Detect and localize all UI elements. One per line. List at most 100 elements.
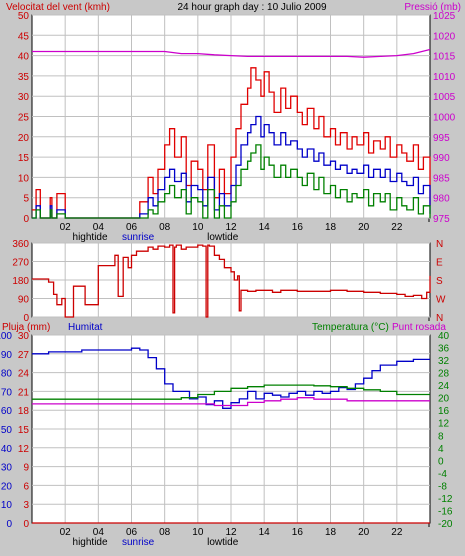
- wind-y-tick-label: 30: [18, 92, 30, 103]
- temperature-y-tick-label: 40: [438, 331, 450, 342]
- wind-x-tick-label: 20: [358, 222, 370, 233]
- temp-series-line-temperature: [32, 384, 430, 400]
- humidity-label: Humitat: [68, 322, 103, 333]
- axis-labels: 0510152025303540455097598098599099510001…: [0, 11, 456, 548]
- rain-label: Pluja (mm): [2, 322, 50, 333]
- temp-hum-x-tick-label: 12: [225, 527, 237, 538]
- pressure-y-tick-label: 985: [433, 173, 450, 184]
- wind-x-tick-label: 10: [192, 222, 204, 233]
- wind-series-line-wind_min: [32, 144, 431, 219]
- pressure-y-tick-label: 990: [433, 153, 450, 164]
- temp-hum-event-label: lowtide: [207, 537, 239, 548]
- rain-y-tick-label: 24: [18, 369, 30, 380]
- pressure-series-line: [32, 48, 431, 58]
- humidity-y-tick-label: 40: [1, 444, 13, 455]
- wind-series-line-wind_gust: [32, 67, 431, 219]
- temp-series-line-dewpoint: [32, 397, 430, 407]
- humidity-y-tick-label: 10: [1, 500, 13, 511]
- humidity-y-tick-label: 50: [1, 425, 13, 436]
- humidity-y-tick-label: 70: [1, 387, 13, 398]
- pressure-y-tick-label: 995: [433, 133, 450, 144]
- temperature-y-tick-label: 16: [438, 406, 450, 417]
- wind-speed-title: Velocitat del vent (kmh): [6, 2, 110, 13]
- rain-y-tick-label: 30: [18, 331, 30, 342]
- chart-marks: [32, 48, 431, 524]
- temperature-y-tick-label: -4: [438, 469, 447, 480]
- temp-hum-x-tick-label: 16: [292, 527, 304, 538]
- temp-hum-x-tick-label: 14: [259, 527, 271, 538]
- pressure-y-tick-label: 1010: [433, 72, 456, 83]
- compass-label: E: [436, 258, 443, 269]
- humidity-y-tick-label: 90: [1, 350, 13, 361]
- temperature-y-tick-label: -8: [438, 481, 447, 492]
- wind-y-tick-label: 45: [18, 31, 30, 42]
- pressure-title: Pressió (mb): [404, 2, 461, 13]
- humidity-series-line: [32, 347, 430, 409]
- graph-day-title: 24 hour graph day : 10 Julio 2009: [178, 2, 327, 13]
- humidity-y-tick-label: 0: [6, 519, 12, 530]
- rain-y-tick-label: 15: [18, 425, 30, 436]
- temp-hum-x-tick-label: 18: [325, 527, 337, 538]
- temperature-y-tick-label: -12: [438, 494, 453, 505]
- rain-y-tick-label: 27: [18, 350, 30, 361]
- temp-hum-x-tick-label: 10: [192, 527, 204, 538]
- direction-y-tick-label: 270: [12, 258, 29, 269]
- rain-y-tick-label: 0: [23, 519, 29, 530]
- pressure-y-tick-label: 1015: [433, 52, 456, 63]
- humidity-y-tick-label: 100: [0, 331, 12, 342]
- temperature-y-tick-label: 4: [438, 444, 444, 455]
- wind-y-tick-label: 10: [18, 173, 30, 184]
- direction-y-tick-label: 0: [23, 313, 29, 324]
- temperature-y-tick-label: 24: [438, 381, 450, 392]
- rain-y-tick-label: 21: [18, 387, 30, 398]
- compass-label: W: [436, 295, 446, 306]
- temp-hum-x-tick-label: 06: [126, 527, 138, 538]
- wind-x-tick-label: 16: [292, 222, 304, 233]
- temperature-y-tick-label: 20: [438, 394, 450, 405]
- temp-hum-x-tick-label: 08: [159, 527, 171, 538]
- wind-x-tick-label: 22: [391, 222, 403, 233]
- rain-y-tick-label: 3: [23, 500, 29, 511]
- pressure-y-tick-label: 975: [433, 214, 450, 225]
- rain-y-tick-label: 6: [23, 481, 29, 492]
- temperature-label: Temperatura (°C): [312, 322, 389, 333]
- temperature-y-tick-label: -20: [438, 519, 453, 530]
- compass-label: S: [436, 276, 443, 287]
- direction-y-tick-label: 90: [18, 295, 30, 306]
- temperature-y-tick-label: 28: [438, 369, 450, 380]
- wind-x-tick-label: 02: [60, 222, 72, 233]
- rain-y-tick-label: 18: [18, 406, 30, 417]
- rain-y-tick-label: 12: [18, 444, 30, 455]
- wind-y-tick-label: 20: [18, 133, 30, 144]
- wind-event-label: lowtide: [207, 232, 239, 243]
- wind-x-tick-label: 06: [126, 222, 138, 233]
- wind-y-tick-label: 15: [18, 153, 30, 164]
- humidity-y-tick-label: 30: [1, 463, 13, 474]
- temp-hum-x-tick-label: 04: [93, 527, 105, 538]
- humidity-y-tick-label: 20: [1, 481, 13, 492]
- wind-y-tick-label: 0: [23, 214, 29, 225]
- pressure-y-tick-label: 1005: [433, 92, 456, 103]
- rain-y-tick-label: 9: [23, 463, 29, 474]
- temp-hum-event-label: sunrise: [122, 537, 155, 548]
- wind-series-line-wind_avg: [32, 115, 431, 219]
- temperature-y-tick-label: -16: [438, 506, 453, 517]
- temp-hum-x-tick-label: 20: [358, 527, 370, 538]
- temp-hum-x-tick-label: 02: [60, 527, 72, 538]
- wind-y-tick-label: 5: [23, 194, 29, 205]
- temperature-y-tick-label: 32: [438, 356, 450, 367]
- direction-y-tick-label: 180: [12, 276, 29, 287]
- direction-y-tick-label: 360: [12, 239, 29, 250]
- temp-hum-x-tick-label: 22: [391, 527, 403, 538]
- wind-x-tick-label: 04: [93, 222, 105, 233]
- pressure-y-tick-label: 1025: [433, 11, 456, 22]
- pressure-y-tick-label: 980: [433, 194, 450, 205]
- wind-y-tick-label: 50: [18, 11, 30, 22]
- humidity-y-tick-label: 60: [1, 406, 13, 417]
- wind-event-label: hightide: [73, 232, 108, 243]
- temperature-y-tick-label: 12: [438, 419, 450, 430]
- wind-y-tick-label: 25: [18, 113, 30, 124]
- temperature-y-tick-label: 8: [438, 431, 444, 442]
- pressure-y-tick-label: 1000: [433, 113, 456, 124]
